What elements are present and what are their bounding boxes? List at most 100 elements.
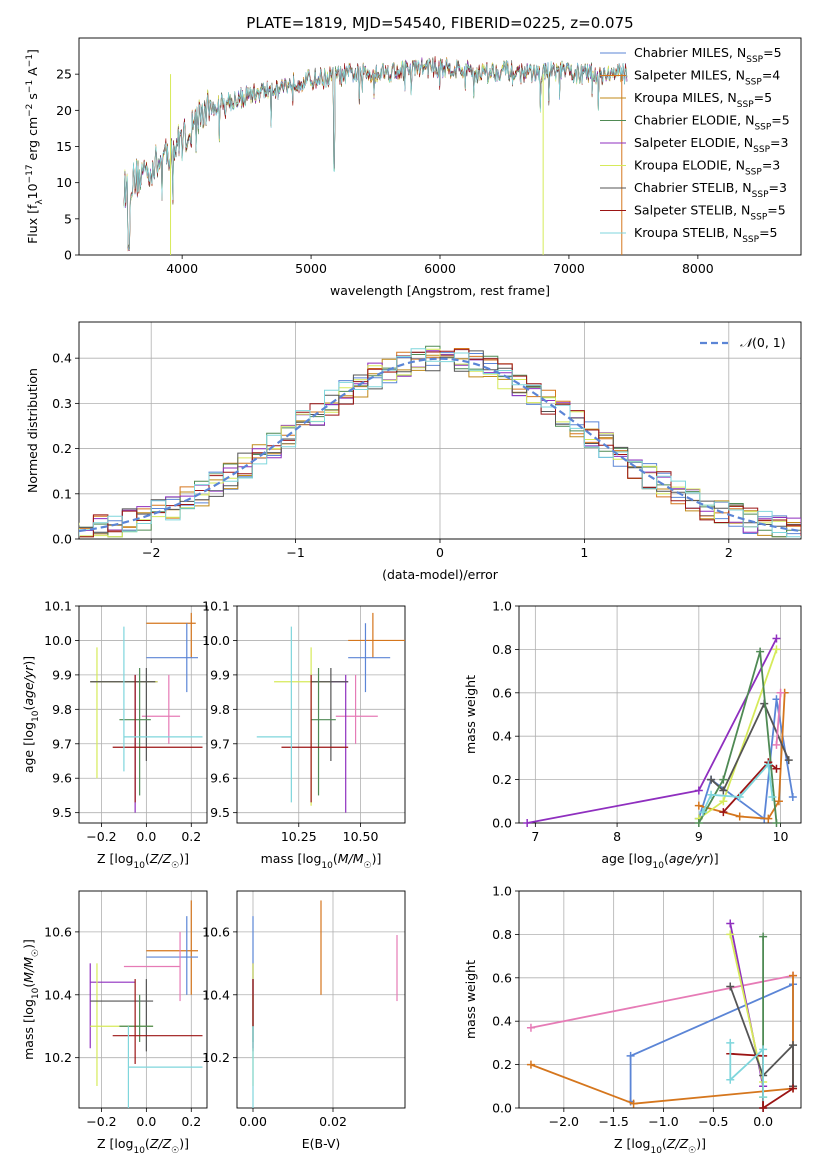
weight-line <box>729 923 764 1108</box>
residual-histogram <box>79 348 801 538</box>
weight-marker <box>772 695 781 704</box>
x-axis-label: Z [log10(Z/Z☉)] <box>97 851 189 871</box>
weight-line <box>698 650 778 824</box>
x-axis-label: E(B-V) <box>302 1136 341 1151</box>
weight-marker <box>629 1099 638 1108</box>
y-tick-label: 10 <box>56 175 72 190</box>
y-tick-label: 10.2 <box>202 1050 230 1065</box>
weight-marker <box>784 756 793 765</box>
axes-frame <box>518 605 802 824</box>
legend-entry: Salpeter MILES, NSSP=4 <box>634 68 780 88</box>
spectrum-line-chabrier-elodie-n-ssp- <box>123 58 628 249</box>
weight-marker <box>726 1038 735 1047</box>
spectrum-lines <box>123 56 628 255</box>
y-tick-label: 9.7 <box>210 736 230 751</box>
x-tick-label: 8000 <box>682 261 714 276</box>
weight-marker <box>768 792 777 801</box>
x-tick-label: 10 <box>773 829 789 844</box>
y-axis-label: age [log10(age/yr)] <box>21 656 41 773</box>
axes-frame <box>78 37 802 256</box>
x-axis-label: age [log10(age/yr)] <box>601 851 718 871</box>
weight-marker <box>776 688 785 697</box>
spectrum-legend: Chabrier MILES, NSSP=5 Salpeter MILES, NS… <box>600 45 790 245</box>
weight-marker <box>764 814 773 823</box>
x-tick-label: −2 <box>142 545 160 560</box>
y-tick-label: 10.0 <box>202 633 230 648</box>
axes-frame <box>78 321 802 540</box>
y-tick-label: 0 <box>64 248 72 263</box>
x-tick-label: 5000 <box>295 261 327 276</box>
weight-marker <box>698 808 707 817</box>
axes-frame <box>78 605 208 824</box>
weight-marker <box>719 808 728 817</box>
x-tick-label: −1.5 <box>598 1114 628 1129</box>
weight-series <box>526 919 798 1112</box>
y-tick-label: 0.6 <box>492 685 512 700</box>
y-tick-label: 1.0 <box>492 599 512 614</box>
y-tick-label: 0.0 <box>52 532 72 547</box>
weight-marker <box>788 792 797 801</box>
y-tick-label: 0.0 <box>492 816 512 831</box>
y-tick-label: 0.0 <box>492 1101 512 1116</box>
errorbars <box>89 900 203 1108</box>
y-tick-label: 0.2 <box>492 1057 512 1072</box>
errorbars <box>252 900 398 1108</box>
weight-line <box>530 975 794 1105</box>
y-tick-label: 0.8 <box>492 927 512 942</box>
y-tick-label: 10.0 <box>44 633 72 648</box>
weight-line <box>729 1042 764 1098</box>
y-tick-label: 1.0 <box>492 884 512 899</box>
y-tick-label: 9.6 <box>210 771 230 786</box>
y-tick-label: 0.4 <box>492 729 512 744</box>
y-tick-label: 9.6 <box>52 771 72 786</box>
x-tick-label: 0.0 <box>136 829 156 844</box>
x-tick-label: 0.02 <box>319 1114 347 1129</box>
spectrum-line-chabrier-stelib-n-ssp- <box>123 57 628 249</box>
spectrum-line-salpeter-elodie-n-ssp- <box>123 57 628 252</box>
legend-entry: Salpeter ELODIE, NSSP=3 <box>634 135 788 155</box>
x-tick-label: 0.0 <box>136 1114 156 1129</box>
figure-title: PLATE=1819, MJD=54540, FIBERID=0225, z=0… <box>246 14 633 32</box>
weight-line <box>702 763 774 813</box>
y-tick-label: 0.3 <box>52 396 72 411</box>
mass-vs-ebv-panel: 0.00 0.02 10.2 10.4 10.6 E(B-V) <box>202 890 406 1151</box>
x-tick-label: −1.0 <box>648 1114 678 1129</box>
legend-entry: Chabrier STELIB, NSSP=3 <box>634 180 787 200</box>
y-tick-label: 9.9 <box>52 667 72 682</box>
weight-marker <box>707 790 716 799</box>
axes-frame <box>518 890 802 1109</box>
x-tick-label: 10.50 <box>343 829 379 844</box>
x-axis-label: (data-model)/error <box>382 567 499 582</box>
spectrum-line-kroupa-elodie-n-ssp- <box>123 57 628 251</box>
y-tick-label: 0.4 <box>52 351 72 366</box>
x-tick-label: 7000 <box>553 261 585 276</box>
weight-marker <box>694 819 703 827</box>
x-tick-label: 0.2 <box>181 1114 201 1129</box>
x-tick-label: 0 <box>436 545 444 560</box>
spectrum-line-salpeter-stelib-n-ssp- <box>123 56 628 250</box>
weight-marker <box>719 786 728 795</box>
y-axis-label: mass weight <box>463 960 478 1039</box>
x-tick-label: 4000 <box>166 261 198 276</box>
weight-line <box>710 702 790 792</box>
y-tick-label: 9.5 <box>52 805 72 820</box>
errorbars <box>90 612 203 813</box>
y-tick-label: 10.4 <box>44 987 72 1002</box>
weight-marker <box>726 982 735 991</box>
weight-line <box>729 934 764 1098</box>
weight-marker <box>772 634 781 643</box>
weight-marker <box>759 932 768 941</box>
x-tick-label: 2 <box>725 545 733 560</box>
spectrum-line-salpeter-miles-n-ssp- <box>123 56 628 252</box>
weight-line <box>629 983 794 1102</box>
weight-marker <box>735 812 744 821</box>
axes-frame <box>236 605 406 824</box>
weight-marker <box>626 1051 635 1060</box>
x-axis-label: Z [log10(Z/Z☉)] <box>97 1136 189 1156</box>
y-tick-label: 9.8 <box>210 702 230 717</box>
residual-series <box>79 345 801 538</box>
weight-marker <box>759 1045 768 1054</box>
y-axis-label: mass weight <box>463 675 478 754</box>
legend-entry: Salpeter STELIB, NSSP=5 <box>634 203 786 223</box>
